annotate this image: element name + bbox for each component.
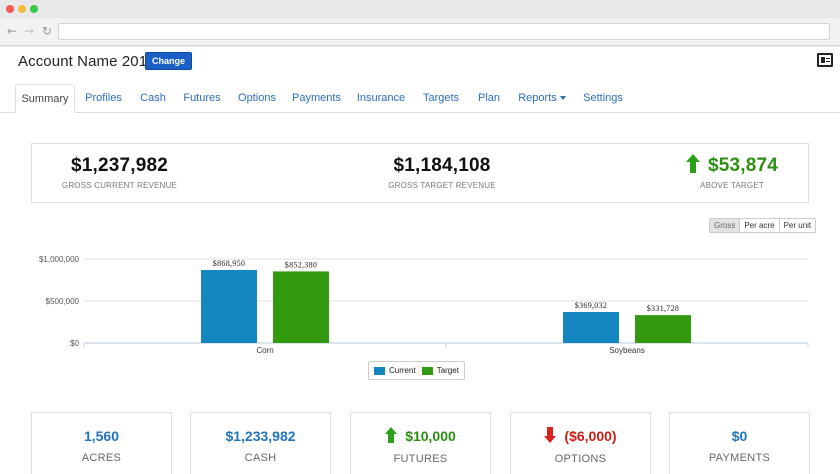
tab-targets[interactable]: Targets (422, 92, 460, 104)
legend-current-label: Current (389, 366, 416, 375)
bar-current-soybeans (563, 312, 619, 343)
tab-options[interactable]: Options (238, 92, 276, 104)
y-tick-label: $0 (70, 339, 79, 348)
tab-reports[interactable]: Reports (513, 84, 571, 113)
above-target: $53,874 ABOVE TARGET (652, 144, 812, 202)
caret-down-icon (559, 96, 566, 101)
account-header: Account Name 2016 Change (0, 47, 840, 77)
toggle-gross[interactable]: Gross (710, 219, 741, 232)
tab-summary[interactable]: Summary (15, 84, 75, 113)
legend-current-swatch (374, 366, 385, 375)
y-tick-label: $1,000,000 (39, 255, 80, 264)
tab-payments[interactable]: Payments (292, 92, 341, 104)
payments-value: $0 (731, 428, 748, 444)
card-options[interactable]: ($6,000) OPTIONS (510, 412, 651, 474)
up-arrow-icon (385, 427, 398, 444)
maximize-window-icon[interactable] (30, 5, 38, 13)
close-window-icon[interactable] (6, 5, 14, 13)
tab-settings[interactable]: Settings (583, 92, 623, 104)
data-label: $331,728 (647, 304, 679, 313)
legend-target-label: Target (436, 366, 459, 375)
minimize-window-icon[interactable] (18, 5, 26, 13)
forward-arrow-icon[interactable]: → (24, 24, 35, 38)
bar-current-corn (201, 270, 257, 343)
x-tick-label: Soybeans (609, 346, 645, 355)
card-payments[interactable]: $0 PAYMENTS (669, 412, 810, 474)
data-label: $868,950 (213, 259, 245, 268)
card-cash[interactable]: $1,233,982 CASH (190, 412, 331, 474)
chart-legend: Current Target (368, 361, 465, 380)
tab-futures[interactable]: Futures (183, 92, 221, 104)
futures-amount: $10,000 (405, 428, 456, 444)
cash-label: CASH (244, 452, 277, 464)
card-futures[interactable]: $10,000 FUTURES (350, 412, 491, 474)
metric-toggle: Gross Per acre Per unit (709, 218, 817, 233)
id-card-icon[interactable] (817, 53, 833, 67)
bar-target-soybeans (635, 315, 691, 343)
address-bar[interactable] (58, 23, 830, 40)
browser-toolbar: ← → ↻ (0, 18, 840, 46)
tab-plan[interactable]: Plan (477, 92, 501, 104)
x-tick-label: Corn (256, 346, 273, 355)
revenue-bar-chart: $0 $500,000 $1,000,000 $868,950 $852,380 Corn… (39, 255, 809, 355)
gross-current-revenue: $1,237,982 GROSS CURRENT REVENUE (32, 144, 207, 202)
back-arrow-icon[interactable]: ← (7, 24, 18, 38)
legend-target-swatch (421, 366, 433, 375)
bar-target-corn (273, 271, 329, 343)
card-acres[interactable]: 1,560 ACRES (31, 412, 172, 474)
above-target-amount: $53,874 (707, 155, 779, 176)
legend-current[interactable]: Current (374, 366, 416, 375)
gross-target-revenue: $1,184,108 GROSS TARGET REVENUE (342, 144, 542, 202)
gross-current-value: $1,237,982 (70, 155, 169, 176)
change-account-button[interactable]: Change (145, 52, 192, 70)
page-content: Account Name 2016 Change Summary Profile… (0, 47, 840, 474)
revenue-summary: $1,237,982 GROSS CURRENT REVENUE $1,184,… (31, 143, 809, 203)
options-amount: ($6,000) (564, 428, 617, 444)
reload-icon[interactable]: ↻ (42, 24, 53, 38)
tab-cash[interactable]: Cash (140, 92, 166, 104)
acres-value: 1,560 (83, 428, 120, 444)
gross-target-label: GROSS TARGET REVENUE (388, 181, 496, 190)
account-name: Account Name 2016 (18, 53, 156, 70)
payments-label: PAYMENTS (708, 452, 771, 464)
acres-label: ACRES (81, 452, 122, 464)
cash-value: $1,233,982 (225, 428, 296, 444)
revenue-chart: $0 $500,000 $1,000,000 $868,950 $852,380 Corn… (0, 247, 840, 387)
above-target-label: ABOVE TARGET (700, 181, 764, 190)
gross-target-value: $1,184,108 (393, 155, 491, 176)
toggle-per-acre[interactable]: Per acre (740, 219, 780, 232)
legend-target[interactable]: Target (421, 366, 459, 375)
above-target-value: $53,874 (652, 154, 812, 177)
futures-label: FUTURES (393, 453, 448, 466)
options-label: OPTIONS (554, 453, 607, 466)
tab-profiles[interactable]: Profiles (85, 92, 122, 104)
tab-reports-label: Reports (518, 92, 557, 104)
main-tabs: Summary Profiles Cash Futures Options Pa… (0, 84, 840, 113)
toggle-per-unit[interactable]: Per unit (779, 219, 816, 232)
down-arrow-icon (544, 427, 557, 444)
futures-value: $10,000 (351, 427, 490, 445)
y-tick-label: $500,000 (46, 297, 80, 306)
gross-current-label: GROSS CURRENT REVENUE (61, 181, 178, 190)
data-label: $369,032 (575, 301, 607, 310)
options-value: ($6,000) (511, 427, 650, 445)
data-label: $852,380 (285, 260, 317, 269)
up-arrow-icon (685, 154, 700, 174)
tab-insurance[interactable]: Insurance (356, 92, 406, 104)
browser-titlebar (0, 0, 840, 18)
